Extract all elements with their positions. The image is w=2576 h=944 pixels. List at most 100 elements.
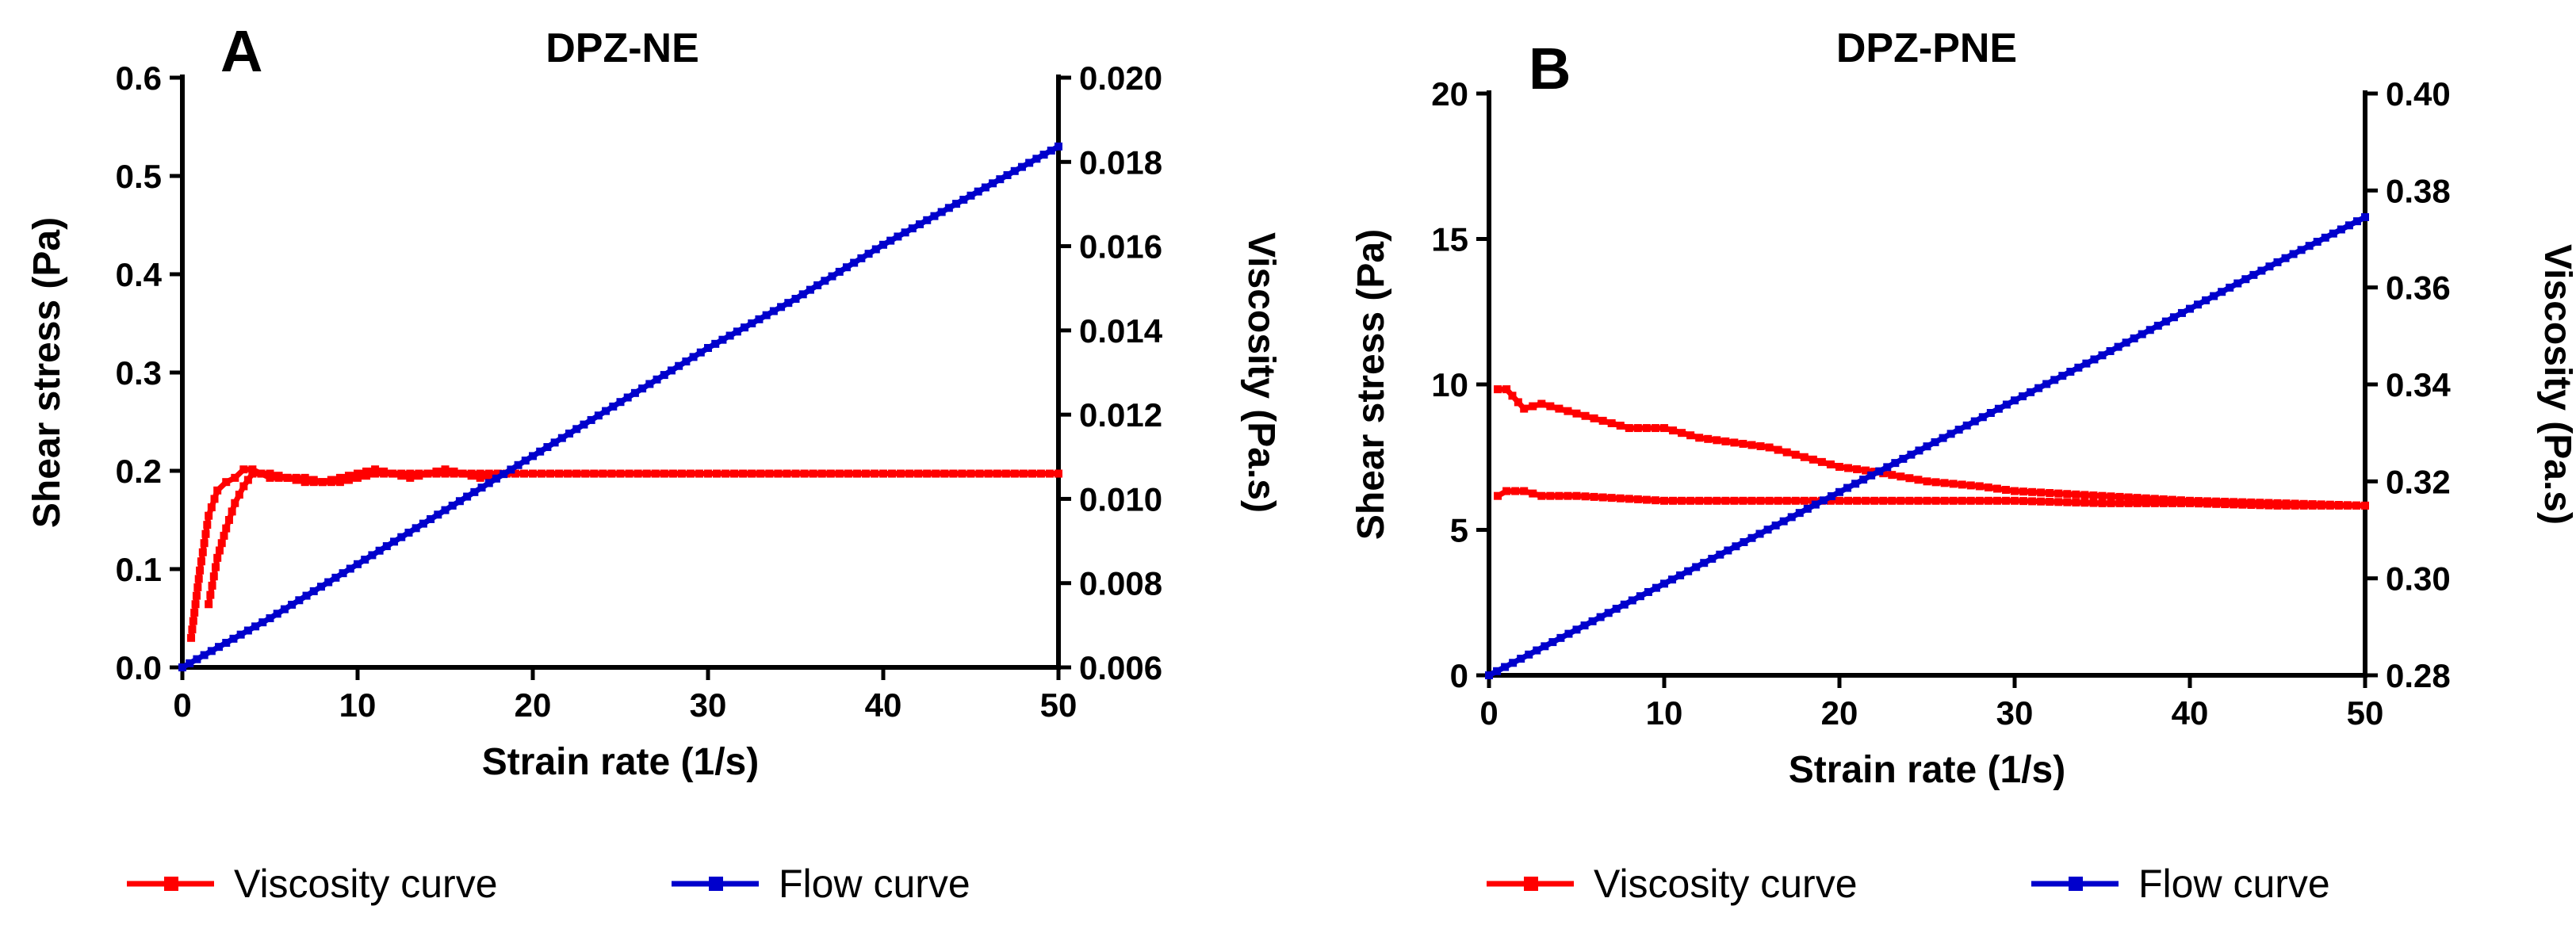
data-point <box>239 465 248 474</box>
data-point <box>1612 605 1621 613</box>
data-point <box>1588 617 1597 625</box>
data-point <box>1620 600 1629 609</box>
data-point <box>207 503 216 512</box>
data-point <box>1596 613 1605 621</box>
data-point <box>178 663 186 671</box>
data-point <box>2273 258 2282 266</box>
data-point <box>1686 496 1695 505</box>
data-point <box>205 600 213 609</box>
data-point <box>344 476 353 484</box>
data-point <box>1897 496 1905 505</box>
data-point <box>1862 466 1870 475</box>
data-point <box>1652 583 1660 592</box>
data-point <box>959 195 968 204</box>
data-point <box>519 469 528 478</box>
data-point <box>1835 496 1843 505</box>
data-point <box>630 388 639 397</box>
data-point <box>769 307 778 315</box>
legend-label: Flow curve <box>779 862 970 906</box>
data-point <box>208 581 216 590</box>
data-point <box>1721 496 1730 505</box>
data-point <box>251 622 260 631</box>
x-tick-label: 20 <box>515 686 552 724</box>
data-point <box>901 228 909 237</box>
data-point <box>397 533 406 541</box>
x-tick-label: 50 <box>2347 694 2384 732</box>
data-point <box>1625 424 1633 433</box>
data-point <box>529 452 537 461</box>
data-point <box>295 596 304 605</box>
data-point <box>2019 392 2027 401</box>
data-point <box>755 315 764 323</box>
data-point <box>718 335 727 344</box>
data-point <box>1899 454 1908 463</box>
data-point <box>283 473 292 482</box>
data-point <box>210 495 219 503</box>
data-point <box>217 539 226 548</box>
data-point <box>538 469 546 478</box>
data-point <box>1581 411 1590 420</box>
data-point <box>1039 151 1048 159</box>
data-point <box>581 469 590 478</box>
data-point <box>318 478 327 487</box>
data-point <box>2133 494 2142 503</box>
data-point <box>1541 642 1549 651</box>
x-tick-label: 30 <box>690 686 727 724</box>
data-point <box>1502 385 1511 394</box>
data-point <box>1485 671 1493 679</box>
y-tick-label-right: 0.016 <box>1079 228 1162 266</box>
data-point <box>2202 296 2210 304</box>
data-point <box>2218 288 2226 296</box>
legend-a: Viscosity curve Flow curve <box>127 862 970 906</box>
data-point <box>1897 472 1905 481</box>
data-point <box>923 469 932 478</box>
data-point <box>916 220 924 228</box>
data-point <box>2080 491 2089 499</box>
data-point <box>2282 501 2291 510</box>
data-point <box>2034 384 2043 392</box>
data-point <box>339 569 347 578</box>
legend-label: Flow curve <box>2138 862 2330 906</box>
data-point <box>1669 496 1678 505</box>
data-point <box>197 557 205 566</box>
data-point <box>886 236 895 245</box>
data-point <box>1779 517 1788 526</box>
data-point <box>1795 509 1804 518</box>
data-point <box>842 263 851 272</box>
data-point <box>1940 479 1949 487</box>
data-point <box>1853 465 1862 474</box>
data-point <box>2027 388 2035 396</box>
x-tick-label: 30 <box>1996 694 2034 732</box>
data-point <box>572 469 581 478</box>
data-point <box>1992 484 2001 493</box>
data-point <box>235 491 243 499</box>
data-point <box>434 510 442 519</box>
data-point <box>2168 499 2176 507</box>
data-point <box>1514 398 1522 407</box>
data-point <box>419 519 427 528</box>
data-point <box>1604 609 1613 617</box>
data-point <box>2361 212 2369 221</box>
data-point <box>2329 229 2337 238</box>
data-point <box>1756 496 1765 505</box>
data-point <box>722 469 730 478</box>
data-point <box>194 575 203 583</box>
y-tick-label-left: 0.3 <box>116 354 162 392</box>
data-point <box>826 469 835 478</box>
data-point <box>1628 596 1636 605</box>
y-tick-label-left: 20 <box>1431 75 1468 113</box>
y-tick-label-left: 0.0 <box>116 649 162 686</box>
data-point <box>1791 450 1800 459</box>
data-point <box>354 473 362 482</box>
data-point <box>1644 587 1652 596</box>
data-point <box>243 626 252 635</box>
data-point <box>798 290 807 299</box>
data-point <box>1879 496 1888 505</box>
data-point <box>213 553 222 562</box>
data-point <box>1949 496 1958 505</box>
data-point <box>2106 346 2115 355</box>
x-tick-label: 0 <box>173 686 191 724</box>
data-point <box>1905 474 1914 483</box>
data-point <box>1879 469 1888 478</box>
x-axis-title: Strain rate (1/s) <box>1789 749 2065 791</box>
